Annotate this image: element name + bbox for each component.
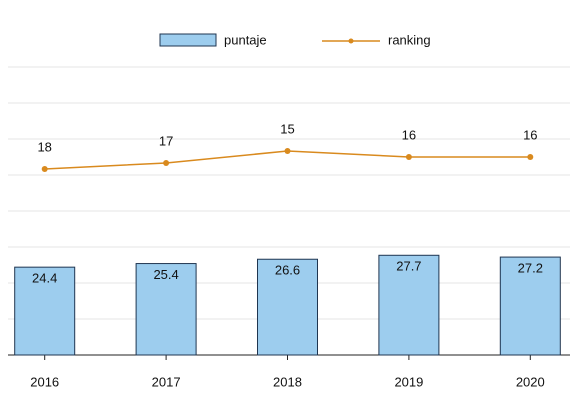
legend-label: puntaje: [224, 32, 267, 47]
x-tick-label: 2018: [273, 374, 302, 389]
bar-label: 27.2: [518, 261, 543, 276]
bar: [135, 263, 197, 356]
point-label: 16: [523, 127, 537, 142]
point-label: 16: [402, 127, 416, 142]
legend: puntaje ranking: [159, 32, 431, 47]
line-point: [163, 160, 170, 166]
legend-label: ranking: [388, 32, 431, 47]
point-label: 15: [280, 121, 294, 136]
bar: [499, 256, 561, 356]
point-label: 17: [159, 133, 173, 148]
bar: [14, 266, 76, 356]
bar-label: 27.7: [396, 259, 421, 274]
bar: [378, 254, 440, 356]
bar: [257, 258, 318, 356]
x-tick-label: 2019: [394, 374, 423, 389]
legend-swatch: [159, 33, 217, 47]
x-tick-label: 2017: [152, 374, 181, 389]
point-label: 18: [37, 139, 51, 154]
x-tick-label: 2020: [516, 374, 545, 389]
legend-swatch: [348, 38, 354, 44]
bar-label: 24.4: [32, 271, 57, 286]
bar-label: 26.6: [275, 263, 300, 278]
line-point: [284, 148, 291, 154]
x-tick-label: 2016: [30, 374, 59, 389]
line-point: [405, 154, 412, 160]
line-point: [527, 154, 534, 160]
line-point: [41, 166, 48, 172]
bar-label: 25.4: [153, 267, 178, 282]
